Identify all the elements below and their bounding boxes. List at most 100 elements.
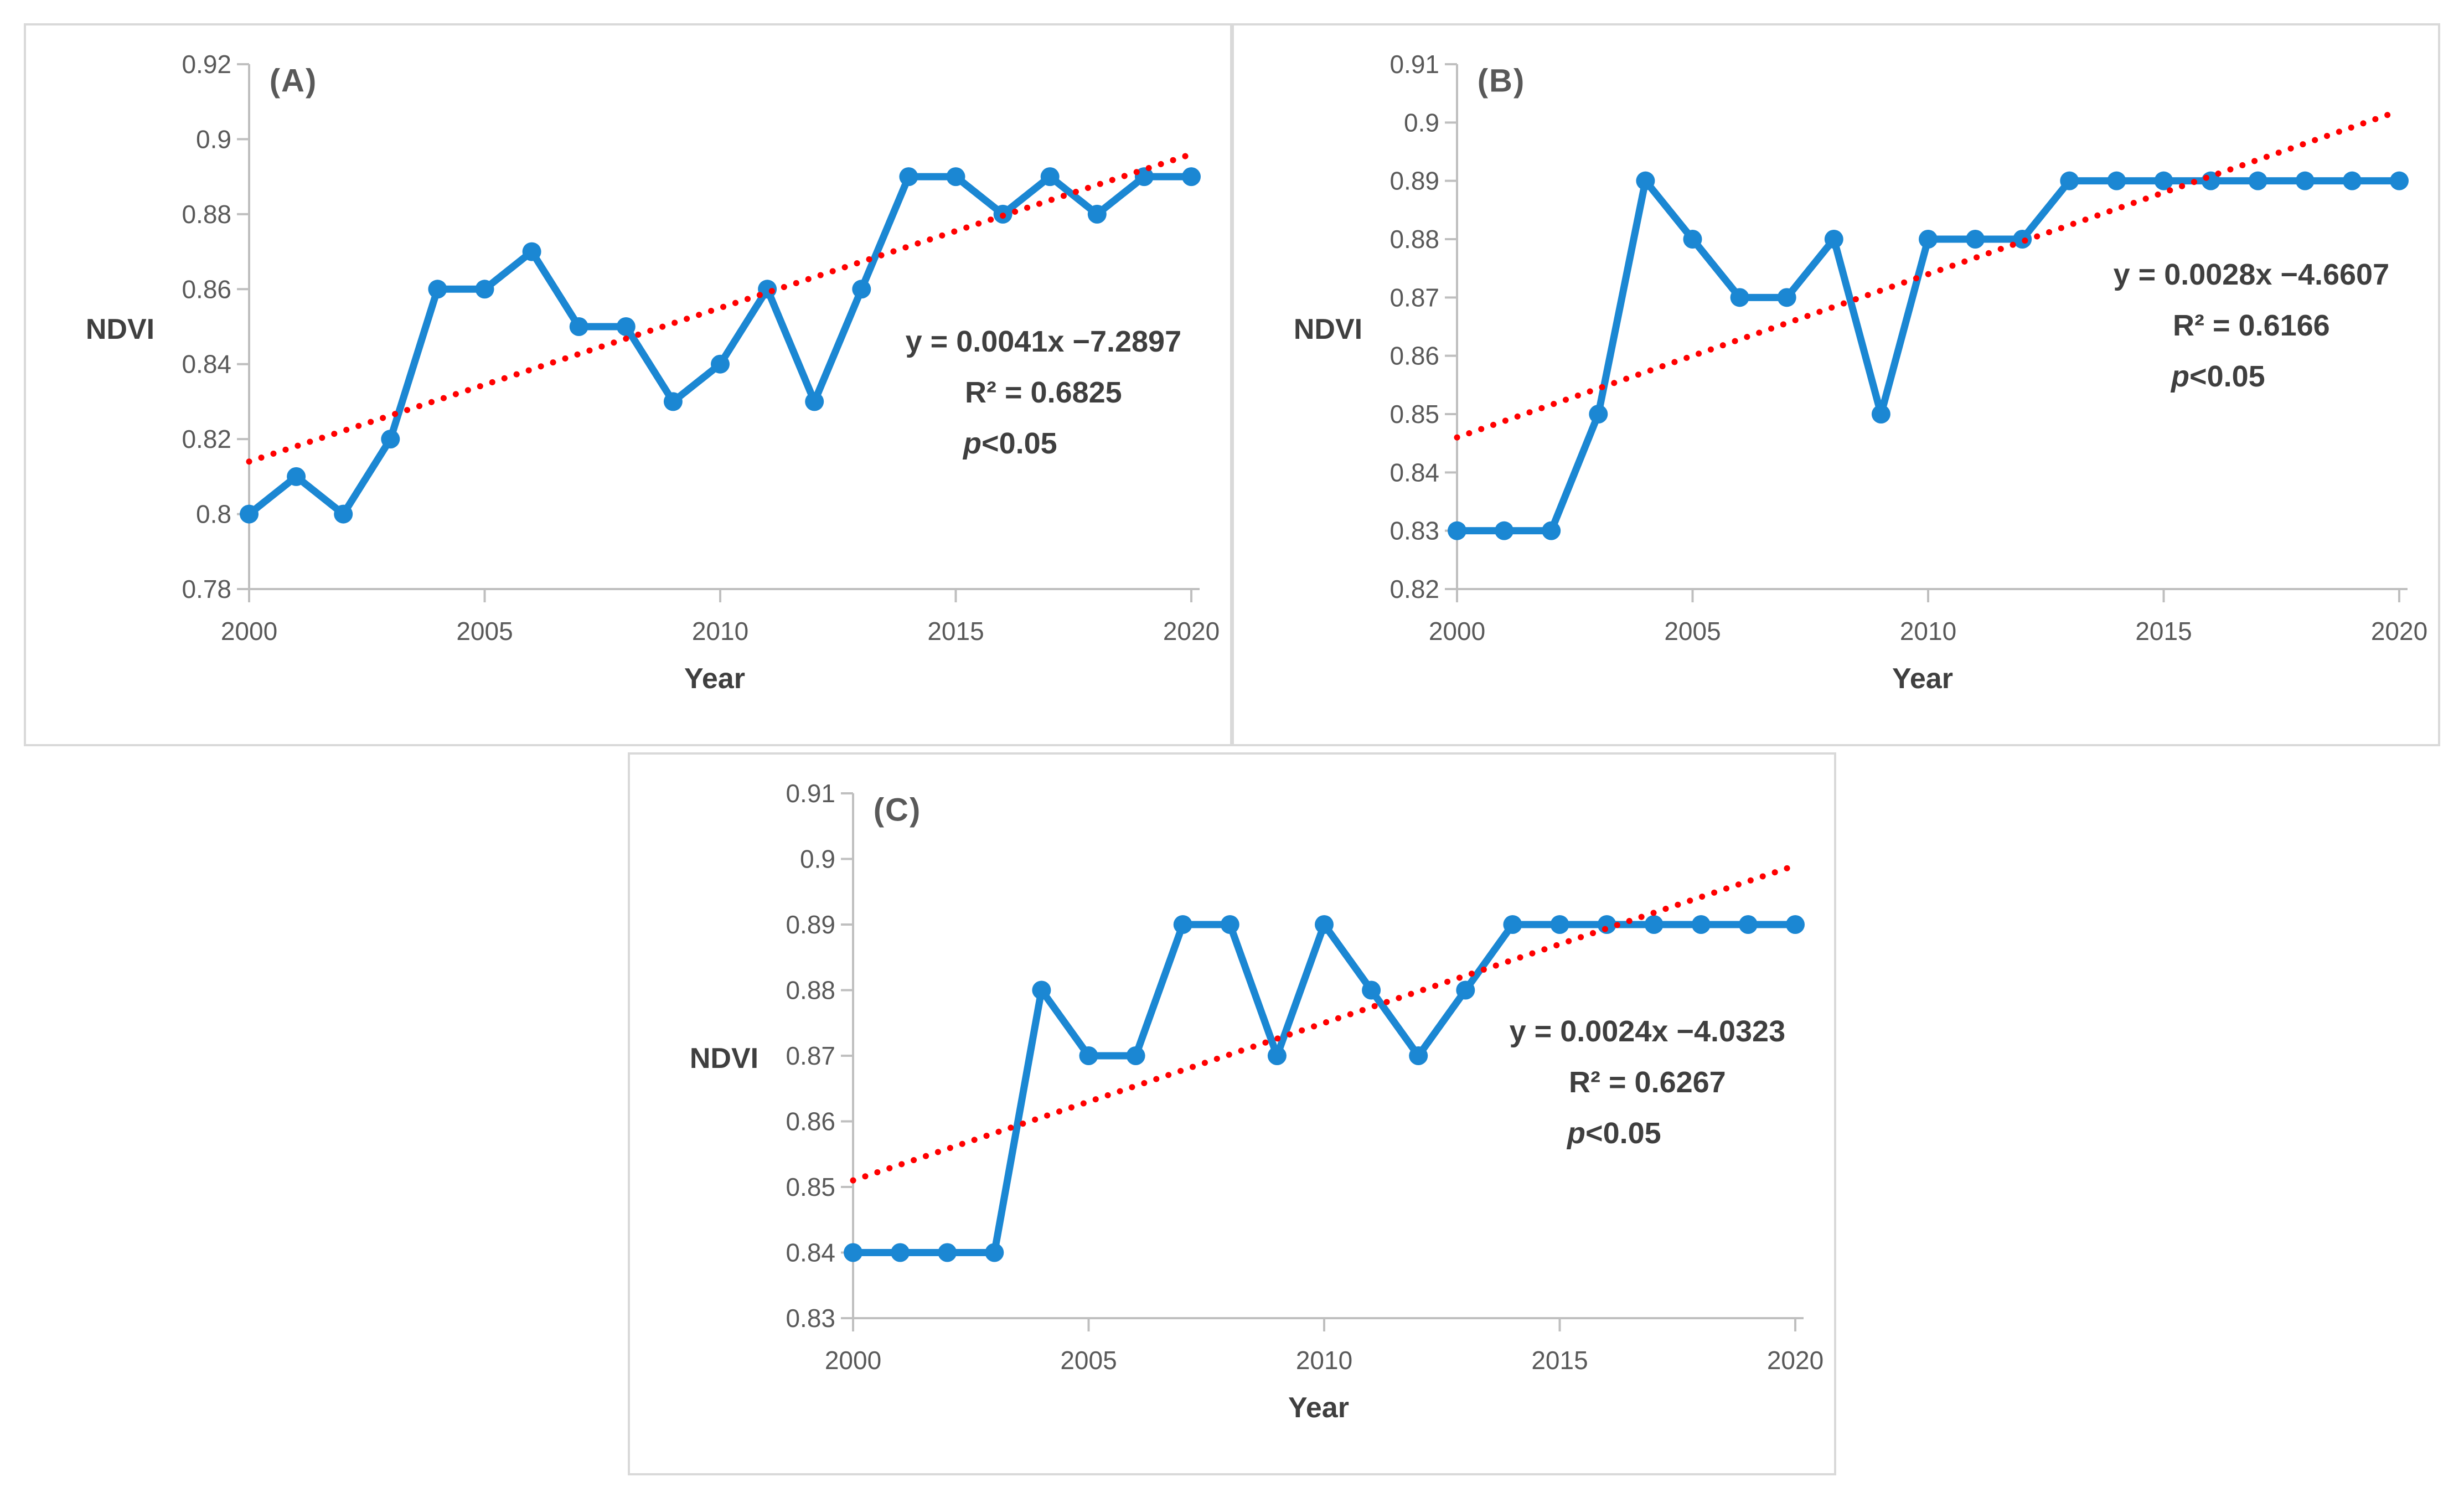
data-point [1495, 521, 1514, 540]
y-tick-label: 0.91 [1389, 50, 1439, 79]
y-tick-label: 0.86 [1389, 342, 1439, 370]
data-point [1777, 288, 1796, 307]
data-point [334, 504, 353, 524]
data-point [1542, 521, 1561, 540]
y-tick-label: 0.83 [1389, 517, 1439, 545]
x-tick-label: 2015 [927, 617, 984, 646]
y-axis-title: NDVI [689, 1042, 759, 1075]
x-tick-label: 2005 [456, 617, 513, 646]
data-point [1730, 288, 1749, 307]
data-point [1087, 204, 1107, 224]
panel-letter-c: (C) [873, 792, 922, 828]
x-tick-label: 2000 [1429, 617, 1485, 646]
r-squared-text: R² = 0.6267 [1569, 1066, 1726, 1099]
y-tick-label: 0.88 [182, 200, 231, 229]
data-point [852, 280, 871, 299]
data-point [1173, 915, 1192, 934]
data-point [663, 392, 683, 411]
y-tick-label: 0.83 [786, 1304, 835, 1333]
data-point [1409, 1046, 1428, 1065]
y-tick-label: 0.85 [1389, 400, 1439, 429]
chart-b-canvas: 0.82 0.83 0.84 0.85 0.86 0.87 0.88 0.89 0.9 0.91 2… [1389, 50, 2427, 646]
data-point [522, 242, 541, 261]
data-point [2060, 171, 2079, 190]
regression-annotation: y = 0.0028x −4.6607 R² = 0.6166 p<0.05 [2114, 249, 2389, 402]
trend-line [246, 151, 1195, 465]
panel-b: 0.82 0.83 0.84 0.85 0.86 0.87 0.88 0.89 0.9 0.91 2… [1232, 23, 2440, 746]
data-point [2295, 171, 2315, 190]
y-tick-label: 0.9 [196, 125, 231, 153]
data-point [616, 317, 636, 336]
data-point [1182, 167, 1201, 187]
y-tick-label: 0.89 [786, 910, 835, 939]
y-tick-label: 0.8 [196, 500, 231, 529]
y-tick-label: 0.9 [1404, 108, 1439, 137]
data-point [805, 392, 824, 411]
equation-text: y = 0.0024x −4.0323 [1509, 1015, 1786, 1048]
regression-annotation: y = 0.0024x −4.0323 R² = 0.6267 p<0.05 [1510, 1006, 1785, 1159]
y-axis-title: NDVI [1293, 313, 1363, 345]
data-point [1362, 980, 1381, 1000]
y-axis-title: NDVI [85, 313, 155, 345]
r-squared-text: R² = 0.6166 [2173, 309, 2330, 342]
data-point [240, 504, 259, 524]
x-tick-label: 2015 [2135, 617, 2192, 646]
x-tick-label: 2000 [221, 617, 277, 646]
x-tick-label: 2005 [1060, 1346, 1117, 1375]
y-tick-label: 0.87 [1389, 283, 1439, 312]
data-point [1040, 167, 1060, 187]
equation-text: y = 0.0028x −4.6607 [2113, 258, 2390, 291]
data-point [1448, 521, 1466, 540]
data-point [711, 354, 730, 374]
y-tick-label: 0.85 [786, 1173, 835, 1201]
x-tick-label: 2000 [825, 1346, 881, 1375]
data-point [1691, 915, 1711, 934]
x-tick-label: 2020 [2371, 617, 2427, 646]
data-point [2107, 171, 2126, 190]
regression-annotation: y = 0.0041x −7.2897 R² = 0.6825 p<0.05 [906, 316, 1181, 469]
data-point [1315, 915, 1334, 934]
y-tick-label: 0.92 [182, 50, 231, 79]
data-point [1871, 405, 1890, 424]
p-value-text: p<0.05 [963, 427, 1057, 460]
x-tick-label: 2010 [1296, 1346, 1352, 1375]
data-point [1644, 915, 1664, 934]
y-tick-label: 0.84 [786, 1238, 835, 1267]
data-point [2342, 171, 2362, 190]
p-value-text: p<0.05 [2171, 360, 2265, 393]
data-point [938, 1243, 957, 1262]
y-tick-label: 0.82 [182, 425, 231, 453]
data-point [1824, 230, 1843, 249]
x-axis-title: Year [684, 663, 745, 695]
x-tick-label: 2010 [692, 617, 748, 646]
panel-letter-b: (B) [1477, 63, 1526, 99]
data-point [1503, 915, 1522, 934]
trend-line [1454, 107, 2403, 441]
data-point [1267, 1046, 1287, 1065]
panel-c: 0.83 0.84 0.85 0.86 0.87 0.88 0.89 0.9 0.91 2000 2… [628, 752, 1836, 1475]
data-point [1032, 980, 1051, 1000]
data-point [899, 167, 918, 187]
y-tick-label: 0.91 [786, 779, 835, 808]
data-point [1550, 915, 1569, 934]
data-point [428, 280, 447, 299]
y-tick-label: 0.86 [182, 275, 231, 303]
data-point [2248, 171, 2267, 190]
panel-letter-a: (A) [269, 63, 318, 99]
data-point [891, 1243, 910, 1262]
y-tick-label: 0.84 [182, 350, 231, 379]
y-tick-label: 0.78 [182, 575, 231, 603]
data-point [2154, 171, 2173, 190]
y-tick-label: 0.87 [786, 1041, 835, 1070]
data-point [1079, 1046, 1098, 1065]
data-point [475, 280, 494, 299]
data-point [569, 317, 588, 336]
chart-a-canvas: 0.78 0.8 0.82 0.84 0.86 0.88 0.9 0.92 2000 2005 20… [182, 50, 1220, 646]
data-point [1919, 230, 1938, 249]
y-tick-label: 0.9 [800, 845, 835, 874]
x-tick-label: 2020 [1767, 1346, 1824, 1375]
y-tick-label: 0.82 [1389, 575, 1439, 603]
data-point [1738, 915, 1758, 934]
data-point [1220, 915, 1239, 934]
data-point [1636, 171, 1655, 190]
